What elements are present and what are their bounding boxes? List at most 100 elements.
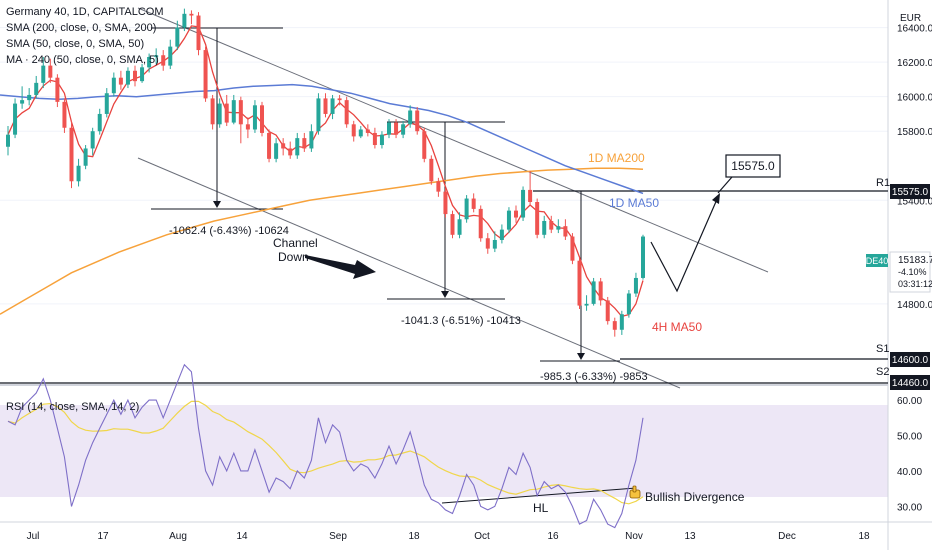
time-tick: Sep [329, 531, 347, 542]
candle-body [387, 122, 391, 135]
candle-body [408, 110, 413, 125]
candle-body [563, 226, 568, 237]
candle [365, 124, 370, 137]
candle [429, 155, 434, 185]
candle-body [154, 55, 159, 57]
s1-price-tag: 14600.0 [890, 352, 930, 367]
candle [372, 127, 377, 149]
candle [55, 74, 60, 108]
indicator-sma50[interactable]: SMA (50, close, 0, SMA, 50) [6, 38, 145, 50]
candle [90, 127, 95, 156]
candle [464, 195, 469, 223]
candle-body [238, 100, 243, 125]
candle [612, 317, 617, 337]
candle-body [118, 77, 123, 85]
candle [641, 234, 645, 280]
ma200-label: 1D MA200 [588, 151, 645, 165]
candle-body [203, 50, 208, 99]
candle-body [104, 93, 109, 114]
candle-body [252, 105, 257, 130]
candle-body [535, 201, 540, 235]
price-tick: 15800.0 [897, 127, 932, 138]
target-callout: 15575.0 [717, 154, 781, 194]
candle [344, 96, 349, 128]
price-tick: 16200.0 [897, 58, 932, 69]
s2-price-tag: 14460.0 [890, 375, 930, 390]
candle [62, 98, 67, 133]
candle-body [549, 220, 554, 230]
candle [542, 215, 547, 239]
candle [196, 12, 201, 56]
candle-body [337, 98, 342, 101]
candle-body [521, 189, 526, 218]
candle [591, 277, 596, 306]
candle [450, 210, 455, 239]
candle [626, 290, 631, 318]
candle [323, 93, 328, 118]
candle-body [90, 131, 95, 149]
candle [471, 193, 476, 213]
candle-body [69, 127, 74, 182]
candle-body [358, 129, 363, 137]
candle-body [422, 131, 427, 159]
ma4h-line [7, 25, 644, 318]
candle-body [274, 143, 279, 159]
candle-body [161, 55, 166, 66]
candle [358, 126, 363, 139]
candle [556, 219, 561, 234]
candle [535, 198, 540, 239]
candle-body [464, 198, 469, 220]
rsi-axis[interactable]: 60.00 50.00 40.00 30.00 [897, 396, 922, 513]
s1-label: S1 [876, 343, 889, 355]
symbol-tag: DE40 [866, 254, 889, 267]
candle [6, 126, 10, 156]
candle [295, 132, 300, 159]
indicator-sma200[interactable]: SMA (200, close, 0, SMA, 200) [6, 22, 157, 34]
candle [521, 186, 526, 221]
candle-body [626, 293, 631, 315]
candle-body [556, 226, 561, 230]
candle-body [457, 219, 462, 235]
time-tick: 18 [858, 531, 870, 542]
price-axis[interactable]: EUR 16400.0 16200.0 16000.0 15800.0 15400.0 1… [897, 13, 932, 311]
candle-body [612, 321, 617, 330]
time-axis[interactable]: Jul 17 Aug 14 Sep 18 Oct 16 Nov 13 Dec 18 [27, 531, 870, 542]
candle [598, 277, 603, 306]
candle-body [372, 132, 377, 146]
candle [168, 39, 173, 70]
candle [422, 127, 427, 163]
candle-body [619, 314, 624, 330]
symbol-title[interactable]: Germany 40, 1D, CAPITALCOM [6, 6, 164, 18]
candle [125, 67, 130, 89]
candle-body [20, 100, 25, 104]
measure3-arrowhead [577, 353, 585, 360]
candle-body [27, 94, 32, 101]
candle [330, 94, 335, 120]
s2-label: S2 [876, 366, 889, 378]
last-price: 15183.7 [898, 255, 932, 266]
candle [238, 96, 243, 144]
candle [514, 205, 518, 223]
last-change: -4.10% [898, 267, 927, 277]
candle-body [316, 98, 321, 132]
candle-body [281, 143, 286, 149]
channel-lower-line [137, 157, 681, 389]
candle [189, 10, 194, 25]
candle [182, 8, 187, 32]
candle-body [245, 124, 250, 130]
candle-body [641, 236, 645, 278]
ma50-label: 1D MA50 [609, 196, 659, 210]
svg-text:DE40: DE40 [866, 256, 889, 266]
candle-body [295, 138, 300, 156]
candle-body [394, 122, 399, 135]
candle [267, 129, 272, 163]
indicator-ma240[interactable]: MA · 240 (50, close, 0, SMA, 5) [6, 54, 159, 66]
candle [97, 108, 102, 135]
candle [387, 119, 391, 139]
candle [309, 124, 314, 152]
candle [478, 205, 483, 242]
candle-body [478, 208, 483, 239]
candle-body [351, 124, 356, 137]
candle [111, 72, 116, 97]
